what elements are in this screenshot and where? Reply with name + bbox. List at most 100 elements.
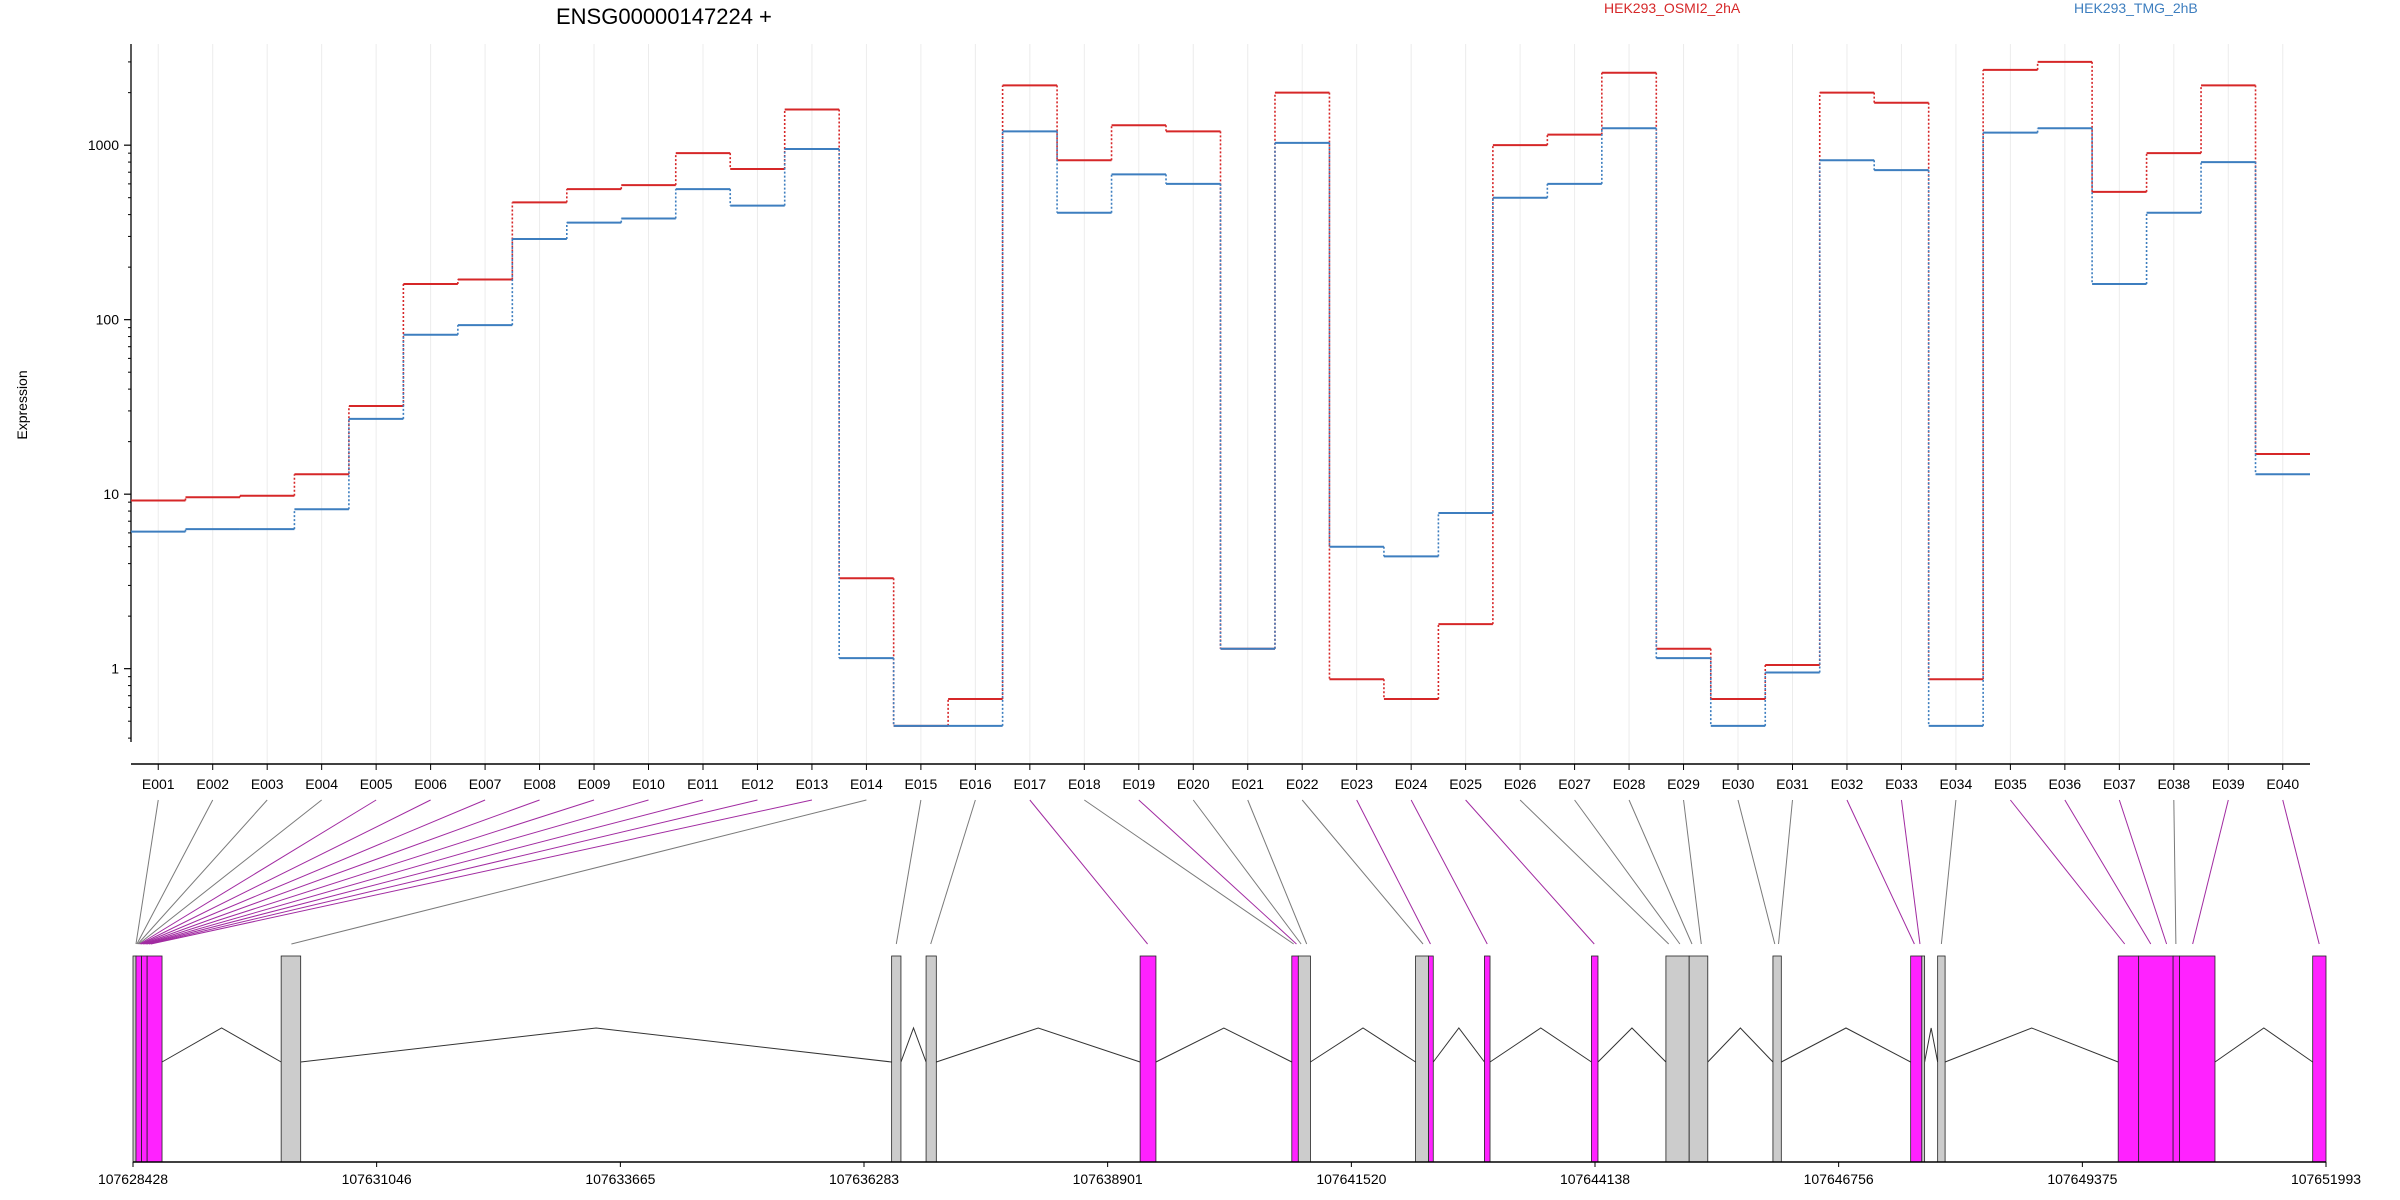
connector-E025 bbox=[1465, 799, 1595, 945]
y-axis-label: Expression bbox=[14, 370, 30, 439]
exon-box-6 bbox=[891, 955, 902, 1163]
exon-label-E021: E021 bbox=[1231, 776, 1264, 792]
exon-box-17 bbox=[1772, 955, 1782, 1163]
connector-E018 bbox=[1084, 799, 1294, 945]
exon-box-4 bbox=[146, 955, 163, 1163]
coord-label: 107651993 bbox=[2291, 1171, 2361, 1187]
connector-E021 bbox=[1247, 799, 1308, 945]
intron bbox=[1707, 1027, 1774, 1063]
intron bbox=[2214, 1027, 2313, 1063]
exon-label-E016: E016 bbox=[959, 776, 992, 792]
connector-E022 bbox=[1301, 799, 1424, 945]
exon-label-E006: E006 bbox=[414, 776, 447, 792]
chart-title: ENSG00000147224 + bbox=[556, 4, 772, 29]
exon-boxes bbox=[132, 955, 2327, 1163]
genomic-coordinate-axis: 107628428 107631046 107633665 107636283 1076… bbox=[98, 1161, 2361, 1187]
exon-label-E009: E009 bbox=[578, 776, 611, 792]
exon-label-E014: E014 bbox=[850, 776, 883, 792]
exon-label-E015: E015 bbox=[905, 776, 938, 792]
exon-label-E037: E037 bbox=[2103, 776, 2136, 792]
connector-E032 bbox=[1846, 799, 1915, 945]
exon-box-11 bbox=[1415, 955, 1430, 1163]
series-group bbox=[131, 60, 2310, 727]
connector-E016 bbox=[930, 799, 976, 945]
exon-box-2 bbox=[135, 955, 142, 1163]
exon-label-E008: E008 bbox=[523, 776, 556, 792]
legend-series-1: HEK293_OSMI2_2hA bbox=[1604, 0, 1741, 16]
connector-E027 bbox=[1574, 799, 1681, 945]
exon-box-5 bbox=[280, 955, 302, 1163]
intron bbox=[900, 1026, 927, 1063]
connector-E033 bbox=[1900, 799, 1921, 945]
x-axis: E001 E002 E003 E004 E005 E006 E007 E008 E009 E010… bbox=[131, 763, 2310, 792]
intron bbox=[936, 1027, 1141, 1063]
connector-E007 bbox=[141, 799, 486, 945]
exon-box-22 bbox=[2138, 955, 2174, 1163]
connector-E030 bbox=[1737, 799, 1776, 945]
exon-label-E004: E004 bbox=[305, 776, 338, 792]
exon-box-25 bbox=[2312, 955, 2327, 1163]
connector-E015 bbox=[895, 799, 922, 945]
grid-lines bbox=[157, 44, 2284, 764]
exon-label-E018: E018 bbox=[1068, 776, 1101, 792]
exon-box-19 bbox=[1921, 955, 1926, 1163]
connector-E008 bbox=[142, 799, 540, 945]
y-axis: 1 10 100 1000 bbox=[88, 44, 132, 742]
exon-box-3 bbox=[141, 955, 148, 1163]
exon-connector-lines bbox=[135, 799, 2320, 945]
connector-E004 bbox=[138, 799, 322, 945]
exon-box-24 bbox=[2179, 955, 2216, 1163]
exon-label-E011: E011 bbox=[687, 776, 719, 792]
exon-label-E039: E039 bbox=[2212, 776, 2245, 792]
coord-label: 107649375 bbox=[2047, 1171, 2117, 1187]
exon-label-E012: E012 bbox=[741, 776, 774, 792]
connector-E017 bbox=[1029, 799, 1148, 945]
exon-label-E013: E013 bbox=[796, 776, 829, 792]
exon-box-9 bbox=[1291, 955, 1299, 1163]
connector-E020 bbox=[1192, 799, 1302, 945]
exon-label-E027: E027 bbox=[1558, 776, 1591, 792]
exon-box-10 bbox=[1297, 955, 1311, 1163]
connector-E037 bbox=[2118, 799, 2168, 945]
exon-label-E019: E019 bbox=[1122, 776, 1155, 792]
connector-E028 bbox=[1628, 799, 1693, 945]
exon-label-E034: E034 bbox=[1940, 776, 1973, 792]
coord-label: 107636283 bbox=[829, 1171, 899, 1187]
connector-E031 bbox=[1778, 799, 1793, 945]
exon-label-E026: E026 bbox=[1504, 776, 1537, 792]
connector-E012 bbox=[148, 799, 758, 945]
intron bbox=[1597, 1027, 1667, 1063]
intron bbox=[1781, 1027, 1911, 1063]
exon-box-23 bbox=[2172, 955, 2181, 1163]
y-tick-label: 1000 bbox=[88, 137, 119, 153]
connector-E013 bbox=[150, 799, 813, 945]
exon-box-1 bbox=[132, 955, 137, 1163]
y-tick-label: 10 bbox=[103, 486, 119, 502]
legend-series-2: HEK293_TMG_2hB bbox=[2074, 0, 2198, 16]
intron bbox=[161, 1027, 282, 1063]
exon-box-16 bbox=[1688, 955, 1709, 1163]
exon-label-E010: E010 bbox=[632, 776, 665, 792]
exon-label-E002: E002 bbox=[196, 776, 229, 792]
exon-label-E038: E038 bbox=[2157, 776, 2190, 792]
exon-label-E030: E030 bbox=[1722, 776, 1755, 792]
connector-E010 bbox=[145, 799, 649, 945]
coord-label: 107631046 bbox=[342, 1171, 412, 1187]
exon-label-E031: E031 bbox=[1776, 776, 1809, 792]
exon-box-18 bbox=[1910, 955, 1923, 1163]
exon-label-E017: E017 bbox=[1013, 776, 1046, 792]
connector-E009 bbox=[144, 799, 595, 945]
intron-lines bbox=[161, 1026, 2313, 1063]
coord-label: 107638901 bbox=[1073, 1171, 1143, 1187]
intron bbox=[300, 1027, 892, 1063]
exon-label-E023: E023 bbox=[1340, 776, 1373, 792]
exon-box-14 bbox=[1591, 955, 1599, 1163]
exon-label-E028: E028 bbox=[1613, 776, 1646, 792]
exon-box-12 bbox=[1428, 955, 1434, 1163]
exon-box-8 bbox=[1139, 955, 1157, 1163]
connector-E029 bbox=[1683, 799, 1702, 945]
connector-E035 bbox=[2009, 799, 2126, 945]
exon-box-7 bbox=[925, 955, 937, 1163]
intron bbox=[1432, 1027, 1485, 1063]
connector-E005 bbox=[139, 799, 377, 945]
